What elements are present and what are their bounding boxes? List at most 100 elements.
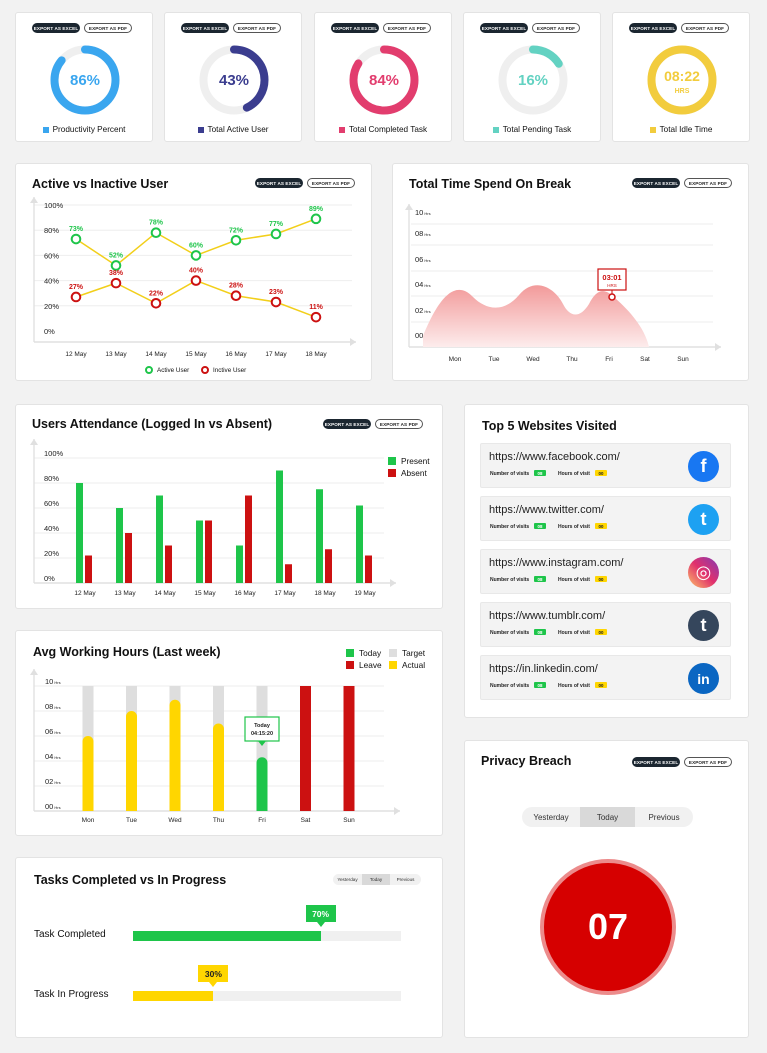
tab-today[interactable]: Today [580,807,635,827]
bar-present [356,505,363,583]
legend-swatch [346,661,354,669]
website-url[interactable]: https://www.tumblr.com/ [489,610,606,622]
progress-track [133,991,401,1001]
gauge-value: 84% [369,72,399,89]
visits-badge: 08 [534,682,546,688]
x-tick-label: Sun [677,356,689,363]
y-tick-label: 0% [44,574,55,583]
data-label: 23% [269,289,284,296]
bar-present [316,489,323,583]
website-row[interactable]: https://www.instagram.com/Number of visi… [480,549,731,594]
x-tick-label: 13 May [105,351,127,358]
export-excel-button[interactable]: EXPORT AS EXCEL [480,23,528,33]
export-excel-button[interactable]: EXPORT AS EXCEL [629,23,677,33]
instagram-icon[interactable]: ◎ [688,557,719,588]
bar-absent [325,549,332,583]
hours-label: Hours of visit [558,471,590,477]
progress-track [133,931,401,941]
website-url[interactable]: https://www.twitter.com/ [489,504,604,516]
gauge-label-text: Total Completed Task [348,125,428,134]
export-excel-button[interactable]: EXPORT AS EXCEL [632,757,680,767]
tick-value: 10 [415,208,423,217]
legend-absent-label: Absent [401,468,427,478]
data-point [110,260,122,271]
y-tick-label: 80% [44,474,59,483]
export-excel-button[interactable]: EXPORT AS EXCEL [32,23,80,33]
visits-badge: 08 [534,576,546,582]
twitter-icon[interactable]: t [688,504,719,535]
export-pdf-button[interactable]: EXPORT AS PDF [532,23,580,33]
legend-inactive-label: Inctive User [213,366,247,374]
website-url[interactable]: https://in.linkedin.com/ [489,663,598,675]
visits-badge: 08 [534,470,546,476]
progress-fill [133,931,321,941]
hours-badge: 00 [595,682,607,688]
tab-yesterday[interactable]: Yesterday [533,812,569,822]
tick-value: 04 [415,280,423,289]
gauge-arc [647,45,717,115]
data-point [150,297,162,309]
gauge-value: 16% [518,72,548,89]
export-pdf-button[interactable]: EXPORT AS PDF [681,23,729,33]
legend-active-user: Active User [145,366,189,374]
website-row[interactable]: https://in.linkedin.com/Number of visits… [480,655,731,700]
bar-absent [245,495,252,583]
legend-swatch [388,457,396,465]
gauge-label: Total Completed Task [315,125,451,134]
export-excel-button[interactable]: EXPORT AS EXCEL [323,419,371,429]
visits-label: Number of visits [490,683,530,689]
hours-label: Hours of visit [558,683,590,689]
bar-leave [300,686,311,811]
website-row[interactable]: https://www.facebook.com/Number of visit… [480,443,731,488]
website-row[interactable]: https://www.twitter.com/Number of visits… [480,496,731,541]
export-pdf-button[interactable]: EXPORT AS PDF [307,178,355,188]
badge-pointer [316,922,325,927]
x-tick-label: 18 May [314,590,336,597]
website-url[interactable]: https://www.facebook.com/ [489,451,620,463]
gauge-label-text: Productivity Percent [52,125,126,134]
data-label: 77% [269,221,284,228]
tab-yesterday[interactable]: Yesterday [337,877,358,882]
y-tick-label: 20% [44,549,59,558]
data-point [310,311,322,323]
task-label: Task In Progress [34,989,109,1000]
x-tick-label: Thu [213,817,225,824]
facebook-icon[interactable]: f [688,451,719,482]
y-tick-label: 08Hrs [45,702,61,711]
export-pdf-button[interactable]: EXPORT AS PDF [383,23,431,33]
export-excel-button[interactable]: EXPORT AS EXCEL [255,178,303,188]
data-label: 27% [69,284,84,291]
export-excel-button[interactable]: EXPORT AS EXCEL [181,23,229,33]
x-tick-label: 17 May [265,351,287,358]
tab-previous[interactable]: Previous [396,877,415,882]
gauge-label-text: Total Pending Task [502,125,572,134]
export-excel-button[interactable]: EXPORT AS EXCEL [331,23,379,33]
export-pdf-button[interactable]: EXPORT AS PDF [684,757,732,767]
export-excel-button[interactable]: EXPORT AS EXCEL [632,178,680,188]
gauge-label: Total Pending Task [464,125,600,134]
y-tick-label: 02Hrs [415,306,431,315]
data-label: 78% [149,220,164,227]
website-url[interactable]: https://www.instagram.com/ [489,557,624,569]
legend-swatch [197,126,204,133]
legend-swatch [649,126,656,133]
x-tick-label: 12 May [74,590,96,597]
data-label: 52% [109,252,124,259]
export-pdf-button[interactable]: EXPORT AS PDF [84,23,132,33]
axis-arrow [350,338,356,346]
tab-today[interactable]: Today [362,874,390,885]
data-point [270,296,282,308]
legend-today-label: Today [359,648,382,658]
gauge-ring: 84% [349,45,419,115]
tab-previous[interactable]: Previous [648,812,680,822]
hours-label: Hours of visit [558,524,590,530]
website-row[interactable]: https://www.tumblr.com/Number of visits 0… [480,602,731,647]
gauge-ring: 16% [498,45,568,115]
linkedin-icon[interactable]: in [688,663,719,694]
gauge-value: 43% [219,72,249,89]
legend-circle-red [201,366,209,374]
export-pdf-button[interactable]: EXPORT AS PDF [375,419,423,429]
tumblr-icon[interactable]: t [688,610,719,641]
export-pdf-button[interactable]: EXPORT AS PDF [233,23,281,33]
export-pdf-button[interactable]: EXPORT AS PDF [684,178,732,188]
